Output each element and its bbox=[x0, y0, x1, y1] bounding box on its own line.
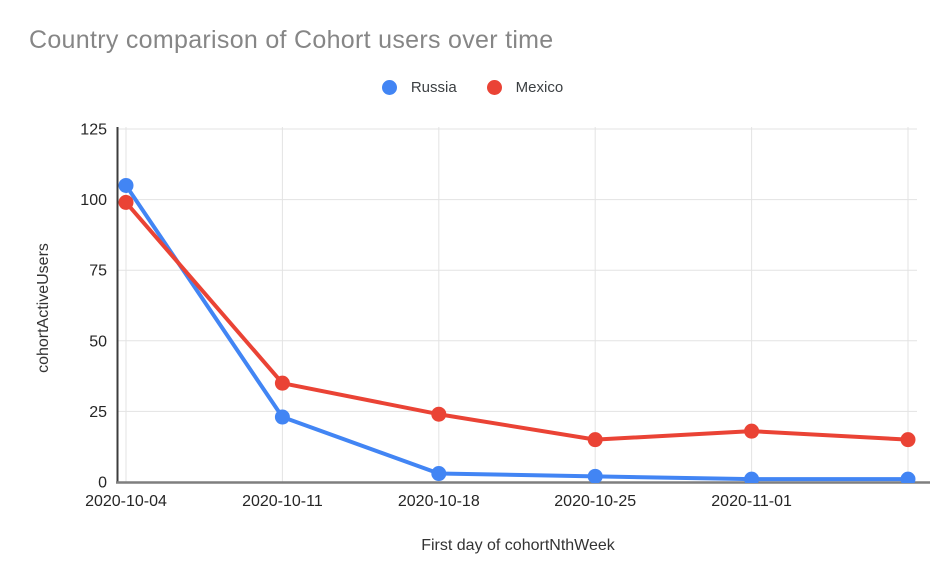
y-tick-label: 50 bbox=[89, 333, 107, 350]
series-point-mexico-0 bbox=[118, 194, 134, 210]
legend-label: Russia bbox=[410, 79, 457, 96]
series-point-russia-5 bbox=[900, 471, 916, 483]
legend-dot-icon bbox=[486, 80, 502, 95]
series-point-mexico-2 bbox=[431, 406, 447, 422]
legend-item-mexico: Mexico bbox=[486, 79, 564, 96]
legend-dot-icon bbox=[381, 80, 397, 95]
legend-label: Mexico bbox=[515, 79, 564, 96]
tick-labels: 0 25 50 75 100 125 2020-10-04 2020-10-11 2020-10… bbox=[80, 122, 792, 511]
series-line-mexico bbox=[124, 200, 910, 442]
series-point-mexico-1 bbox=[274, 375, 290, 391]
series-point-russia-2 bbox=[431, 466, 447, 482]
x-axis-title: First day of cohortNthWeek bbox=[421, 537, 615, 554]
y-axis-title: cohortActiveUsers bbox=[35, 243, 52, 373]
x-tick-label: 2020-10-11 bbox=[242, 493, 323, 510]
x-tick-label: 2020-10-04 bbox=[85, 493, 167, 510]
series-line-russia bbox=[124, 183, 910, 482]
x-tick-label: 2020-10-18 bbox=[398, 493, 480, 510]
x-tick-label: 2020-11-01 bbox=[711, 493, 792, 510]
series-point-mexico-5 bbox=[900, 432, 916, 448]
series-point-russia-3 bbox=[587, 468, 603, 483]
y-tick-label: 25 bbox=[89, 404, 107, 421]
series-point-russia-0 bbox=[118, 177, 134, 193]
y-tick-label: 125 bbox=[80, 122, 107, 139]
y-tick-label: 75 bbox=[89, 263, 107, 280]
series-point-russia-1 bbox=[274, 409, 290, 425]
x-tick-label: 2020-10-25 bbox=[554, 493, 636, 510]
legend: Russia Mexico bbox=[0, 79, 945, 96]
series-point-mexico-4 bbox=[744, 423, 760, 439]
legend-item-russia: Russia bbox=[381, 79, 457, 96]
series-group bbox=[118, 177, 916, 483]
y-tick-label: 0 bbox=[98, 475, 107, 492]
chart-title: Country comparison of Cohort users over … bbox=[29, 26, 554, 54]
series-point-mexico-3 bbox=[587, 432, 603, 448]
y-tick-label: 100 bbox=[80, 192, 107, 209]
series-point-russia-4 bbox=[744, 471, 760, 483]
